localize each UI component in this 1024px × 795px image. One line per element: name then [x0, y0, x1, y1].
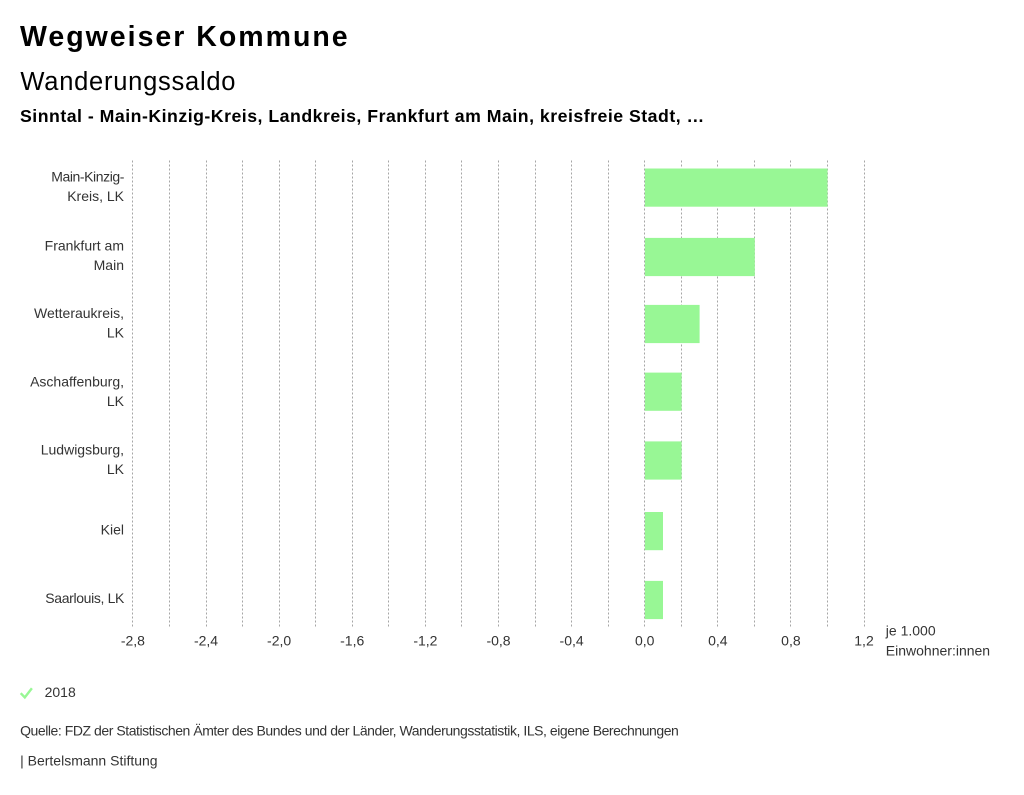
svg-text:je 1.000: je 1.000 [885, 622, 936, 638]
svg-text:2018: 2018 [45, 684, 76, 700]
svg-text:0,0: 0,0 [635, 632, 655, 648]
svg-text:-0,8: -0,8 [486, 632, 510, 648]
svg-text:0,4: 0,4 [708, 632, 728, 648]
svg-text:Wegweiser Kommune: Wegweiser Kommune [20, 21, 350, 53]
svg-text:Quelle: FDZ der Statistischen: Quelle: FDZ der Statistischen Ämter des … [20, 722, 678, 738]
svg-text:Main: Main [94, 257, 124, 273]
svg-text:Wetteraukreis,: Wetteraukreis, [34, 305, 124, 321]
svg-text:LK: LK [107, 325, 125, 341]
svg-text:Saarlouis, LK: Saarlouis, LK [45, 590, 125, 606]
svg-text:-0,4: -0,4 [560, 632, 584, 648]
svg-text:Sinntal - Main-Kinzig-Kreis, L: Sinntal - Main-Kinzig-Kreis, Landkreis, … [20, 106, 705, 126]
svg-text:Main-Kinzig-: Main-Kinzig- [51, 169, 125, 185]
svg-text:-1,2: -1,2 [413, 632, 437, 648]
svg-text:Kiel: Kiel [101, 521, 124, 537]
svg-text:-2,8: -2,8 [121, 632, 145, 648]
svg-text:0,8: 0,8 [781, 632, 801, 648]
svg-text:LK: LK [107, 461, 125, 477]
svg-text:Frankfurt am: Frankfurt am [45, 237, 124, 253]
svg-text:1,2: 1,2 [854, 632, 874, 648]
svg-text:-2,0: -2,0 [267, 632, 291, 648]
svg-text:-2,4: -2,4 [194, 632, 218, 648]
svg-text:Aschaffenburg,: Aschaffenburg, [30, 373, 124, 389]
svg-text:Wanderungssaldo: Wanderungssaldo [20, 68, 236, 96]
svg-text:Ludwigsburg,: Ludwigsburg, [41, 442, 124, 458]
svg-text:LK: LK [107, 393, 125, 409]
svg-text:Einwohner:innen: Einwohner:innen [886, 643, 990, 659]
svg-text:Kreis, LK: Kreis, LK [67, 188, 124, 204]
svg-text:-1,6: -1,6 [340, 632, 364, 648]
svg-text:| Bertelsmann Stiftung: | Bertelsmann Stiftung [20, 753, 157, 769]
